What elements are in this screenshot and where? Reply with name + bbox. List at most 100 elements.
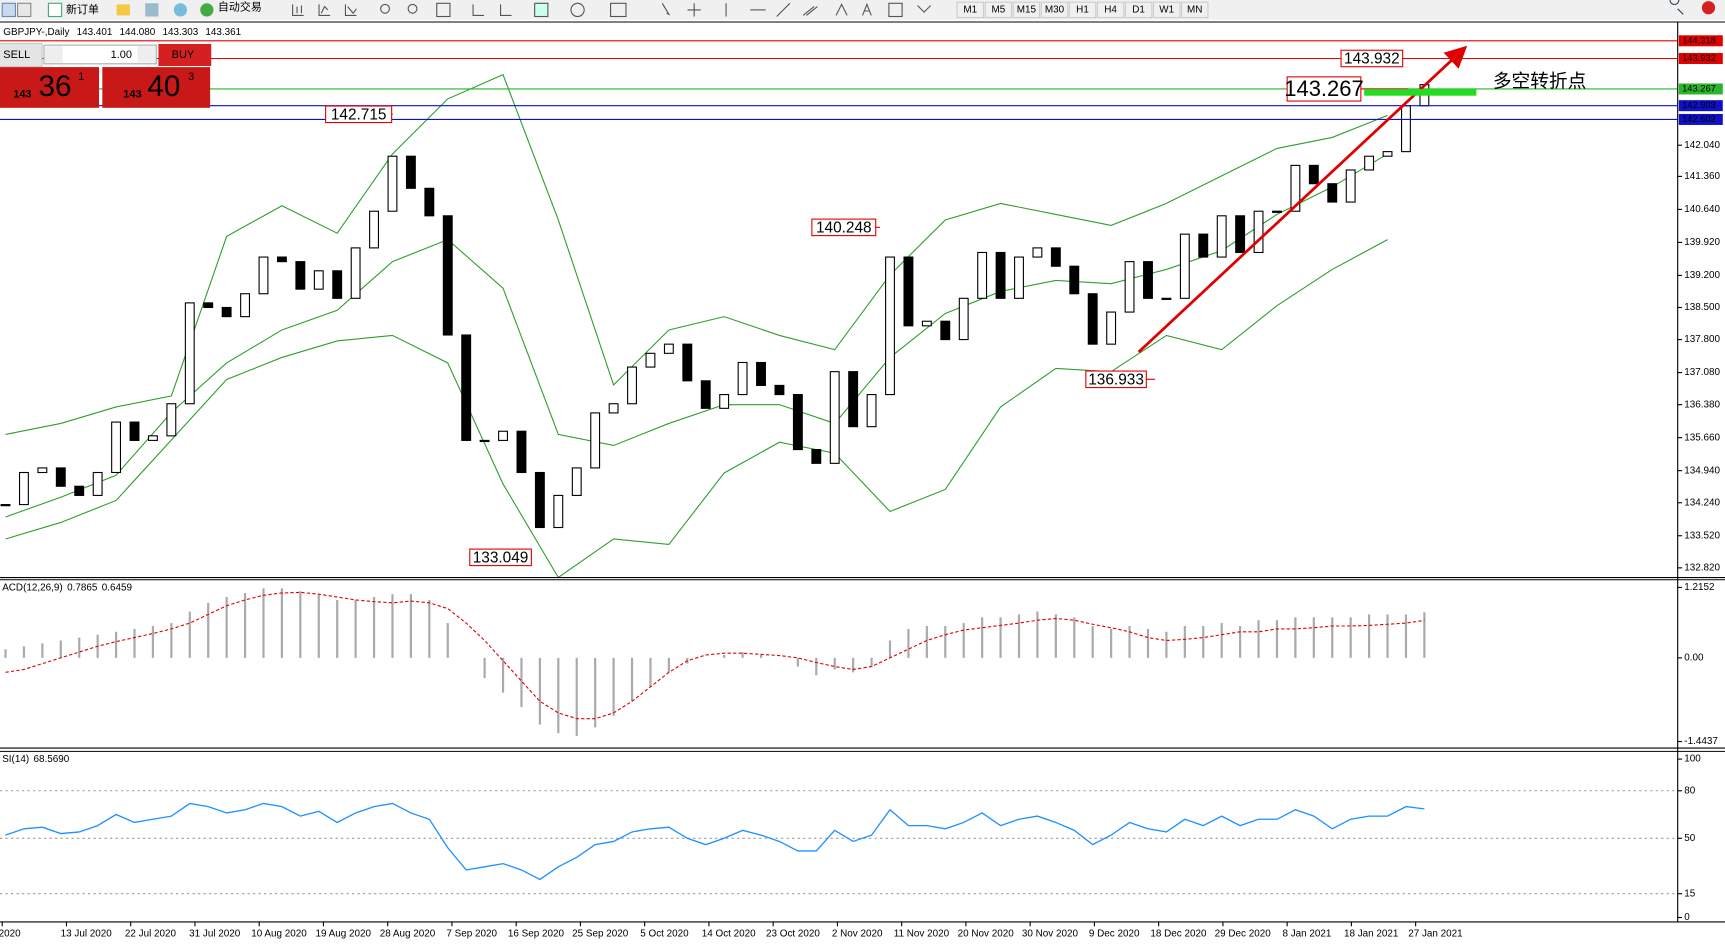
chart-area: 142.040 141.360 140.640 139.920 139.200 138.5… — [0, 35, 1723, 940]
candle — [940, 320, 951, 341]
icon[interactable] — [687, 3, 701, 17]
icon[interactable] — [917, 5, 932, 13]
icon[interactable] — [802, 6, 818, 16]
icon[interactable] — [861, 2, 872, 16]
icon[interactable] — [661, 3, 671, 16]
icon[interactable] — [344, 4, 357, 16]
timeframe-button[interactable] — [1096, 1, 1125, 19]
bid-box[interactable] — [0, 67, 100, 108]
icon[interactable] — [1, 2, 16, 18]
timeframe-label[interactable]: M30 — [1045, 5, 1065, 16]
lots-up[interactable] — [137, 46, 156, 63]
x-tick-label: 22 Jul 2020 — [125, 929, 177, 940]
candle — [700, 380, 711, 409]
timeframe-button[interactable] — [956, 1, 985, 19]
timeframe-label[interactable]: M1 — [963, 5, 977, 16]
auto-trading-button[interactable]: 自动交易 — [218, 0, 262, 14]
rsi-name: SI(14) — [2, 754, 29, 765]
price-line-tag — [1678, 113, 1723, 125]
icon[interactable] — [776, 2, 791, 17]
icon[interactable] — [534, 2, 549, 18]
candle — [903, 256, 914, 327]
candle — [147, 435, 158, 441]
icon[interactable] — [500, 4, 512, 16]
icon[interactable] — [116, 4, 130, 16]
bid-big: 143 — [13, 89, 31, 101]
candle — [719, 394, 730, 409]
notification-badge[interactable] — [1701, 1, 1716, 15]
y-tick-label: 0 — [1684, 912, 1690, 923]
trade-panel: SELL 1.00 BUY 143 36 1 143 40 3 — [0, 43, 212, 108]
timeframe-button[interactable] — [1012, 1, 1041, 19]
timeframe-button[interactable] — [1152, 1, 1181, 19]
candle — [203, 302, 214, 309]
candle — [811, 449, 822, 464]
macd-bar — [520, 657, 523, 708]
candle — [498, 430, 508, 441]
macd-bar — [1404, 614, 1408, 658]
icon[interactable] — [407, 3, 418, 14]
timeframe-button[interactable] — [984, 1, 1013, 19]
auto-trading-icon[interactable] — [200, 3, 214, 17]
icon[interactable] — [380, 3, 390, 14]
candle — [921, 320, 932, 327]
icon[interactable] — [17, 2, 32, 18]
candle — [332, 270, 343, 299]
timeframe-label[interactable]: MN — [1187, 5, 1202, 16]
y-tick-label: 137.080 — [1684, 367, 1720, 378]
lots-input[interactable] — [43, 44, 157, 65]
timeframe-label[interactable]: W1 — [1159, 5, 1174, 16]
candle — [184, 302, 195, 405]
icon[interactable] — [888, 2, 903, 18]
icon[interactable] — [610, 2, 627, 18]
price-panel — [0, 40, 1678, 578]
timeframe-button[interactable] — [1040, 1, 1069, 19]
sell-button[interactable] — [0, 44, 42, 67]
timeframe-label[interactable]: M5 — [991, 5, 1005, 16]
price-annotation: 140.248 — [816, 220, 872, 237]
ask-box[interactable] — [102, 67, 211, 108]
y-tick-label: 100 — [1684, 754, 1701, 765]
candle — [608, 403, 619, 414]
price-line-label: 143.267 — [1682, 83, 1716, 93]
buy-button[interactable] — [158, 44, 212, 67]
sell-label[interactable]: SELL — [3, 49, 30, 61]
candle — [111, 421, 122, 474]
icon[interactable] — [292, 4, 304, 16]
trend-line[interactable] — [1137, 45, 1468, 354]
bid-main: 36 — [39, 70, 72, 103]
timeframe-label[interactable]: H4 — [1104, 5, 1117, 16]
timeframe-button[interactable] — [1068, 1, 1097, 19]
icon[interactable] — [173, 3, 188, 17]
candle — [1345, 169, 1356, 203]
lots-value[interactable]: 1.00 — [111, 49, 132, 61]
bollinger-lower — [5, 239, 1388, 578]
candle — [1290, 164, 1301, 212]
buy-label[interactable]: BUY — [172, 49, 195, 61]
timeframe-label[interactable]: D1 — [1132, 5, 1145, 16]
icon[interactable] — [835, 3, 848, 16]
macd-bar — [981, 617, 984, 658]
lots-down[interactable] — [45, 46, 63, 63]
icon[interactable] — [472, 4, 485, 16]
timeframe-button[interactable] — [1124, 1, 1153, 19]
icon[interactable] — [145, 3, 159, 17]
icon[interactable] — [436, 2, 451, 18]
timeframe-button[interactable] — [1180, 1, 1209, 19]
macd-bar — [1183, 625, 1186, 658]
macd-bar — [1110, 628, 1113, 658]
search-icon[interactable] — [1669, 0, 1684, 15]
icon[interactable] — [570, 2, 585, 18]
new-order-icon[interactable] — [47, 2, 63, 18]
new-order-button[interactable]: 新订单 — [66, 2, 99, 16]
icon[interactable] — [318, 4, 331, 16]
timeframe-label[interactable]: M15 — [1017, 5, 1037, 16]
macd-bar — [1294, 617, 1297, 658]
candle — [1032, 247, 1043, 258]
macd-bar — [1128, 625, 1131, 658]
timeframe-label[interactable]: H1 — [1076, 5, 1089, 16]
macd-bar — [446, 623, 449, 658]
candle — [756, 361, 766, 386]
support-marker[interactable] — [1364, 89, 1477, 96]
